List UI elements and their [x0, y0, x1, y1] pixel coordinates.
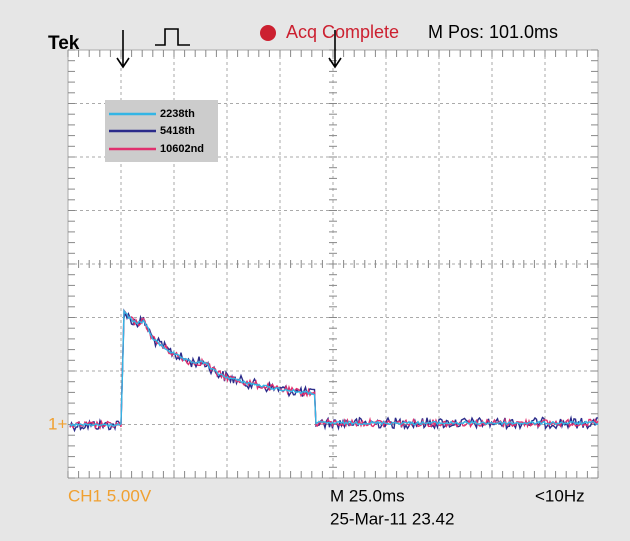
position: M Pos: 101.0ms — [428, 22, 558, 42]
legend-label: 2238th — [160, 108, 195, 120]
legend-label: 5418th — [160, 125, 195, 137]
position-arrow — [328, 30, 342, 69]
pulse-icon — [155, 28, 190, 46]
brand: Tek — [48, 33, 80, 54]
legend-label: 10602nd — [160, 143, 204, 155]
waveform — [69, 308, 599, 428]
waveforms — [69, 308, 599, 433]
channel-scale: CH1 5.00V — [68, 486, 152, 505]
trigger-arrow — [116, 30, 130, 69]
status-dot — [260, 25, 276, 41]
trigger-frequency: <10Hz — [535, 486, 585, 505]
timestamp: 25-Mar-11 23.42 — [330, 509, 454, 528]
waveform — [69, 311, 599, 433]
status: Acq Complete — [286, 22, 399, 42]
grid — [67, 49, 599, 479]
channel-marker: 1+ — [48, 414, 67, 433]
timebase: M 25.0ms — [330, 486, 405, 505]
